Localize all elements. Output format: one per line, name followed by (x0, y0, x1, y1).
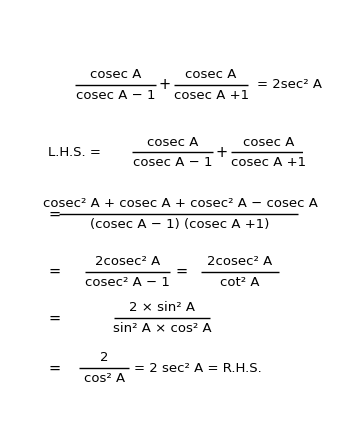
Text: cosec A +1: cosec A +1 (231, 156, 306, 169)
Text: =: = (48, 264, 60, 279)
Text: cosec A: cosec A (243, 136, 294, 149)
Text: (cosec A − 1) (cosec A +1): (cosec A − 1) (cosec A +1) (90, 218, 270, 231)
Text: =: = (48, 207, 60, 221)
Text: cosec A − 1: cosec A − 1 (132, 156, 212, 169)
Text: 2cosec² A: 2cosec² A (95, 255, 160, 268)
Text: =: = (176, 264, 188, 279)
Text: 2: 2 (100, 351, 109, 364)
Text: cosec A − 1: cosec A − 1 (76, 89, 155, 102)
Text: cosec A: cosec A (147, 136, 198, 149)
Text: = 2sec² A: = 2sec² A (257, 78, 322, 91)
Text: =: = (48, 310, 60, 325)
Text: cosec² A − 1: cosec² A − 1 (85, 276, 170, 289)
Text: cosec A: cosec A (185, 68, 237, 81)
Text: cot² A: cot² A (220, 276, 259, 289)
Text: 2cosec² A: 2cosec² A (207, 255, 272, 268)
Text: sin² A × cos² A: sin² A × cos² A (113, 322, 212, 335)
Text: +: + (158, 77, 171, 92)
Text: cosec A: cosec A (90, 68, 142, 81)
Text: L.H.S. =: L.H.S. = (48, 146, 101, 159)
Text: cosec² A + cosec A + cosec² A − cosec A: cosec² A + cosec A + cosec² A − cosec A (43, 197, 317, 210)
Text: =: = (48, 361, 60, 375)
Text: +: + (216, 145, 228, 160)
Text: cos² A: cos² A (84, 372, 125, 385)
Text: = 2 sec² A = R.H.S.: = 2 sec² A = R.H.S. (133, 361, 261, 375)
Text: 2 × sin² A: 2 × sin² A (129, 301, 195, 314)
Text: cosec A +1: cosec A +1 (174, 89, 249, 102)
